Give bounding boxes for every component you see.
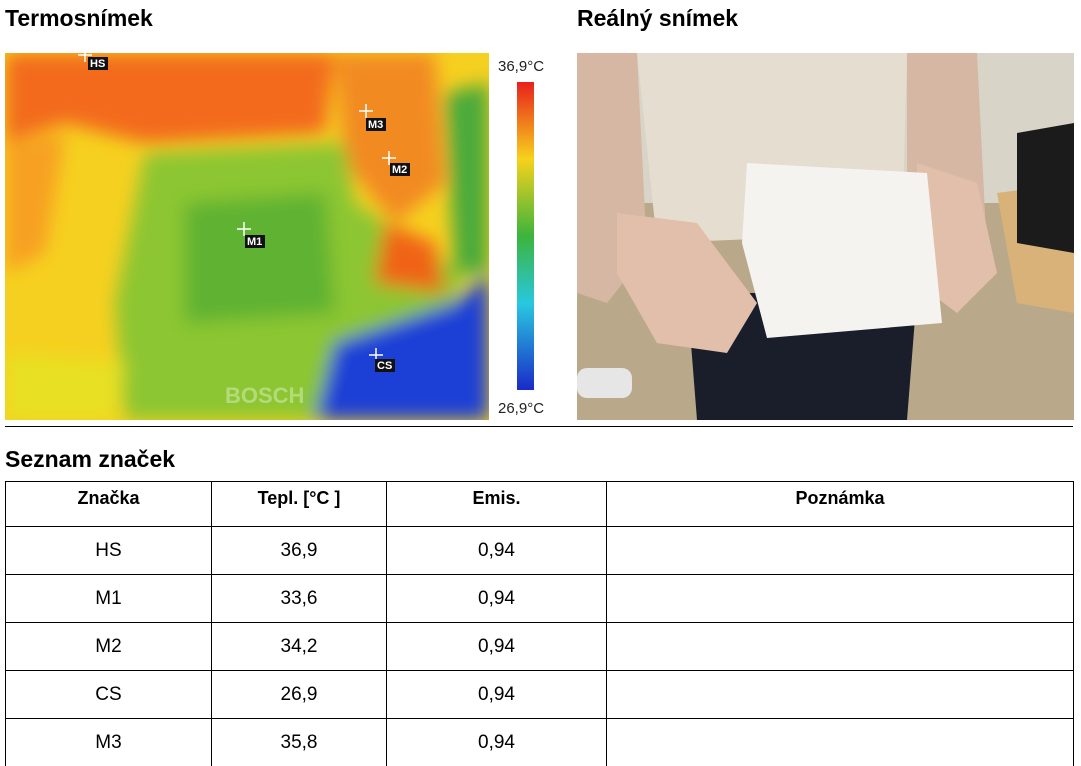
table-cell: HS	[5, 526, 212, 575]
table-row: M3 35,8 0,94	[5, 718, 1074, 766]
table-cell: M1	[5, 574, 212, 623]
table-cell: 0,94	[386, 622, 607, 671]
marker: CS	[369, 348, 395, 372]
marker-label: M3	[368, 119, 383, 131]
table-title: Seznam značek	[5, 446, 176, 472]
marker-label-bg	[366, 118, 386, 131]
marker: HS	[78, 53, 108, 70]
color-scale	[517, 82, 534, 390]
note-cell	[606, 574, 1074, 623]
table-cell: 0,94	[386, 574, 607, 623]
scale-max: 36,9°C	[498, 58, 545, 75]
marker-cross	[78, 53, 92, 62]
header-cell: Značka	[5, 481, 212, 527]
table-cell: CS	[5, 670, 212, 719]
table-cell: M3	[5, 718, 212, 766]
table-cell: 35,8	[211, 718, 387, 766]
marker: M1	[237, 222, 265, 248]
table-cell: 0,94	[386, 526, 607, 575]
table-cell: 0,94	[386, 718, 607, 766]
marker-label-bg	[375, 359, 395, 372]
marker-label: HS	[90, 58, 105, 70]
real-photo	[577, 53, 1074, 420]
marker-cross	[237, 222, 251, 236]
marker-label-bg	[390, 163, 410, 176]
table-cell: 33,6	[211, 574, 387, 623]
thermal-title: Termosnímek	[5, 5, 153, 31]
marker-label: CS	[377, 360, 392, 372]
header-cell: Tepl. [°C ]	[211, 481, 387, 527]
note-cell	[606, 622, 1074, 671]
table-cell: M2	[5, 622, 212, 671]
marker-table: Značka Tepl. [°C ] Emis. Poznámka HS 36,9 0,9…	[5, 481, 1074, 766]
table-cell: 26,9	[211, 670, 387, 719]
table-row: CS 26,9 0,94	[5, 670, 1074, 719]
table-cell: 36,9	[211, 526, 387, 575]
marker-label: M1	[247, 236, 262, 248]
marker-cross	[382, 151, 396, 165]
marker-label: M2	[392, 164, 407, 176]
table-row: HS 36,9 0,94	[5, 526, 1074, 575]
table-row: M2 34,2 0,94	[5, 622, 1074, 671]
scale-min: 26,9°C	[498, 400, 545, 417]
note-cell	[606, 526, 1074, 575]
marker-label-bg	[245, 235, 265, 248]
marker: M3	[359, 104, 386, 131]
header-row: Značka Tepl. [°C ] Emis. Poznámka	[5, 481, 1074, 527]
table-cell: 34,2	[211, 622, 387, 671]
header-cell: Emis.	[386, 481, 607, 527]
photo-title: Reálný snímek	[577, 5, 739, 31]
table-row: M1 33,6 0,94	[5, 574, 1074, 623]
marker: M2	[382, 151, 410, 176]
note-cell	[606, 670, 1074, 719]
separator	[5, 426, 1073, 427]
table-cell: 0,94	[386, 670, 607, 719]
marker-cross	[359, 104, 373, 118]
note-cell	[606, 718, 1074, 766]
watermark: BOSCH	[225, 383, 304, 408]
thermal-image: BOSCH HS M3 M2 M1 CS	[5, 53, 489, 420]
marker-label-bg	[88, 57, 108, 70]
header-cell: Poznámka	[606, 481, 1074, 527]
